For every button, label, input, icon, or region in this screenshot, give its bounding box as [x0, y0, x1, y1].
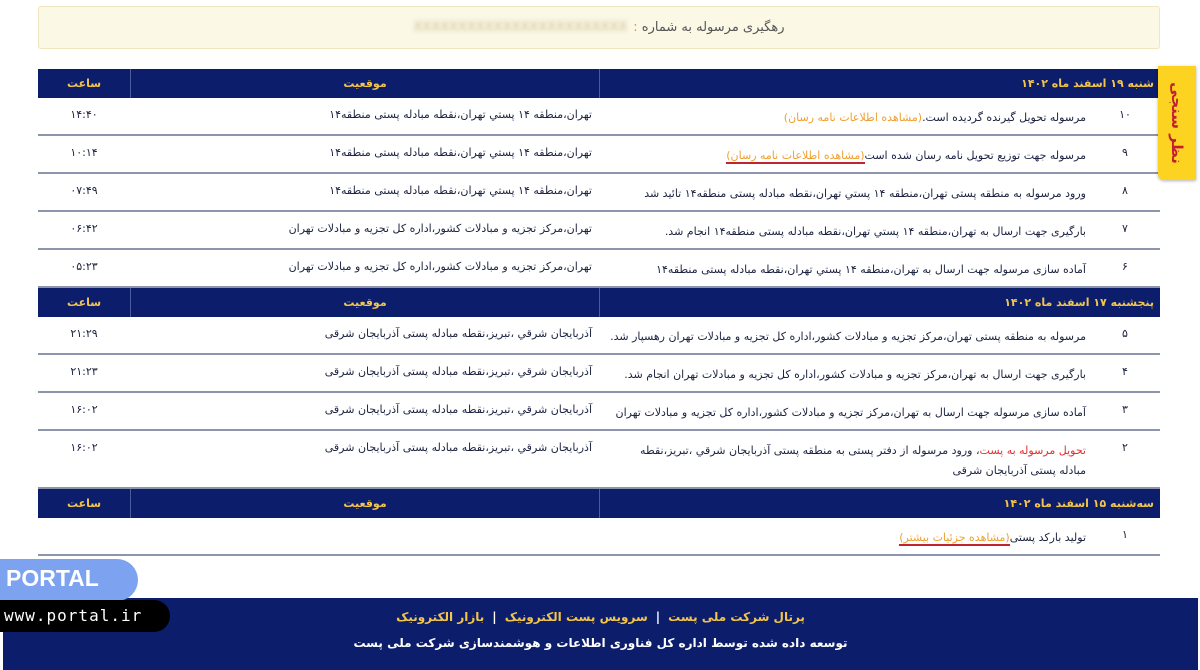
tracking-title-bar: رهگیری مرسوله به شماره : XXXXXXXXXXXXXXX…: [38, 6, 1160, 49]
event-location: آذربایجان شرقي ،تبریز،نقطه مبادله پستی آ…: [324, 441, 592, 454]
date-label: شنبه ۱۹ اسفند ماه ۱۴۰۲: [1021, 77, 1154, 90]
event-time: ۱۶:۰۲: [70, 403, 98, 416]
table-row: ۱ تولید بارکد پستی(مشاهده جزئیات بیشتر): [38, 518, 1160, 556]
event-text: ، ورود مرسوله از دفتر پستی به منطقه پستی…: [640, 444, 1086, 477]
step-number: ۵: [1122, 327, 1128, 340]
date-header: پنجشنبه ۱۷ اسفند ماه ۱۴۰۲ موقعیت ساعت: [38, 288, 1160, 317]
date-label: سه‌شنبه ۱۵ اسفند ماه ۱۴۰۲: [1003, 497, 1154, 510]
event-location: تهران،منطقه ۱۴ پستي تهران،نقطه مبادله پس…: [329, 108, 592, 121]
event-text: آماده سازی مرسوله جهت ارسال به تهران،مرک…: [615, 406, 1087, 419]
event-location: تهران،منطقه ۱۴ پستي تهران،نقطه مبادله پس…: [329, 146, 592, 159]
event-text: آماده سازی مرسوله جهت ارسال به تهران،منط…: [656, 263, 1086, 276]
location-header: موقعیت: [130, 489, 600, 518]
date-header: سه‌شنبه ۱۵ اسفند ماه ۱۴۰۲ موقعیت ساعت: [38, 489, 1160, 518]
table-row: ۸ ورود مرسوله به منطقه پستی تهران،منطقه ۱…: [38, 174, 1160, 212]
table-row: ۹ مرسوله جهت توزیع تحویل نامه رسان شده اس…: [38, 136, 1160, 174]
event-description: بارگیری جهت ارسال به تهران،مرکز تجزیه و …: [600, 355, 1090, 391]
event-text: تولید بارکد پستی: [1009, 531, 1086, 544]
event-location: آذربایجان شرقي ،تبریز،نقطه مبادله پستی آ…: [324, 365, 592, 378]
event-highlight: تحویل مرسوله به پست: [979, 444, 1086, 457]
step-number: ۸: [1122, 184, 1128, 197]
event-time: ۰۵:۲۳: [70, 260, 98, 273]
event-text: ورود مرسوله به منطقه پستی تهران،منطقه ۱۴…: [644, 187, 1086, 200]
table-row: ۲ تحویل مرسوله به پست، ورود مرسوله از دفت…: [38, 431, 1160, 489]
event-description: ورود مرسوله به منطقه پستی تهران،منطقه ۱۴…: [600, 174, 1090, 210]
table-row: ۱۰ مرسوله تحویل گیرنده گردیده است.(مشاهده…: [38, 98, 1160, 136]
step-number: ۴: [1122, 365, 1128, 378]
time-header: ساعت: [66, 296, 102, 309]
step-number: ۱: [1122, 528, 1128, 541]
event-text: بارگیری جهت ارسال به تهران،مرکز تجزیه و …: [624, 368, 1086, 381]
time-header: ساعت: [66, 77, 102, 90]
event-time: ۱۶:۰۲: [70, 441, 98, 454]
event-text: بارگیری جهت ارسال به تهران،منطقه ۱۴ پستي…: [664, 225, 1086, 238]
colon: :: [633, 20, 638, 35]
event-description: مرسوله تحویل گیرنده گردیده است.(مشاهده ا…: [600, 98, 1090, 134]
table-row: ۶ آماده سازی مرسوله جهت ارسال به تهران،من…: [38, 250, 1160, 288]
step-number: ۶: [1122, 260, 1128, 273]
details-link[interactable]: (مشاهده اطلاعات نامه رسان): [726, 149, 865, 164]
watermark-url: www.portal.ir: [0, 600, 170, 632]
table-row: ۵ مرسوله به منطقه پستی تهران،مرکز تجزیه و…: [38, 317, 1160, 355]
event-time: ۲۱:۲۳: [70, 365, 98, 378]
step-number: ۹: [1122, 146, 1128, 159]
survey-tab[interactable]: نظر سنجی: [1158, 66, 1196, 180]
time-header: ساعت: [66, 497, 102, 510]
event-time: ۱۴:۴۰: [70, 108, 98, 121]
event-time: ۲۱:۲۹: [70, 327, 98, 340]
table-row: ۴ بارگیری جهت ارسال به تهران،مرکز تجزیه و…: [38, 355, 1160, 393]
details-link[interactable]: (مشاهده اطلاعات نامه رسان): [783, 111, 923, 124]
tracking-table: شنبه ۱۹ اسفند ماه ۱۴۰۲ موقعیت ساعت ۱۰ مرسوله…: [38, 69, 1160, 556]
step-number: ۲: [1122, 441, 1128, 454]
event-text: مرسوله جهت توزیع تحویل نامه رسان شده است: [864, 149, 1086, 162]
event-description: مرسوله به منطقه پستی تهران،مرکز تجزیه و …: [600, 317, 1090, 353]
event-description: آماده سازی مرسوله جهت ارسال به تهران،منط…: [600, 250, 1090, 286]
date-label: پنجشنبه ۱۷ اسفند ماه ۱۴۰۲: [1004, 296, 1154, 309]
footer-link-market[interactable]: بازار الکترونیک: [396, 610, 485, 624]
event-description: آماده سازی مرسوله جهت ارسال به تهران،مرک…: [600, 393, 1090, 429]
event-location: تهران،مرکز تجزیه و مبادلات کشور،اداره کل…: [288, 260, 592, 273]
event-location: آذربایجان شرقي ،تبریز،نقطه مبادله پستی آ…: [324, 403, 592, 416]
event-description: تولید بارکد پستی(مشاهده جزئیات بیشتر): [600, 518, 1090, 554]
step-number: ۱۰: [1119, 108, 1131, 121]
footer: پرتال شرکت ملی پست|سرویس پست الکترونیک|ب…: [0, 598, 1198, 670]
event-description: تحویل مرسوله به پست، ورود مرسوله از دفتر…: [600, 431, 1090, 487]
footer-links: پرتال شرکت ملی پست|سرویس پست الکترونیک|ب…: [396, 610, 805, 624]
table-row: ۷ بارگیری جهت ارسال به تهران،منطقه ۱۴ پست…: [38, 212, 1160, 250]
location-header: موقعیت: [130, 288, 600, 317]
watermark-brand: PORTAL: [0, 559, 138, 601]
event-time: ۰۷:۴۹: [70, 184, 98, 197]
date-header: شنبه ۱۹ اسفند ماه ۱۴۰۲ موقعیت ساعت: [38, 69, 1160, 98]
location-header: موقعیت: [130, 69, 600, 98]
table-row: ۳ آماده سازی مرسوله جهت ارسال به تهران،مر…: [38, 393, 1160, 431]
step-number: ۷: [1122, 222, 1128, 235]
event-description: بارگیری جهت ارسال به تهران،منطقه ۱۴ پستي…: [600, 212, 1090, 248]
event-location: آذربایجان شرقي ،تبریز،نقطه مبادله پستی آ…: [324, 327, 592, 340]
event-location: تهران،منطقه ۱۴ پستي تهران،نقطه مبادله پس…: [329, 184, 592, 197]
step-number: ۳: [1122, 403, 1128, 416]
tracking-number: XXXXXXXXXXXXXXXXXXXXXXXX: [413, 20, 628, 35]
event-location: تهران،مرکز تجزیه و مبادلات کشور،اداره کل…: [288, 222, 592, 235]
details-link[interactable]: (مشاهده جزئیات بیشتر): [899, 531, 1010, 546]
footer-link-portal[interactable]: پرتال شرکت ملی پست: [668, 610, 805, 624]
event-time: ۰۶:۴۲: [70, 222, 98, 235]
event-description: مرسوله جهت توزیع تحویل نامه رسان شده است…: [600, 136, 1090, 172]
event-text: مرسوله به منطقه پستی تهران،مرکز تجزیه و …: [610, 330, 1086, 343]
event-location: [130, 518, 600, 554]
event-time: [38, 518, 130, 554]
survey-label: نظر سنجی: [1168, 82, 1186, 164]
footer-note: توسعه داده شده توسط اداره کل فناوری اطلا…: [353, 636, 848, 650]
event-text: مرسوله تحویل گیرنده گردیده است.: [922, 111, 1086, 124]
footer-link-email[interactable]: سرویس پست الکترونیک: [504, 610, 648, 624]
event-time: ۱۰:۱۴: [70, 146, 98, 159]
tracking-title: رهگیری مرسوله به شماره: [641, 20, 785, 35]
